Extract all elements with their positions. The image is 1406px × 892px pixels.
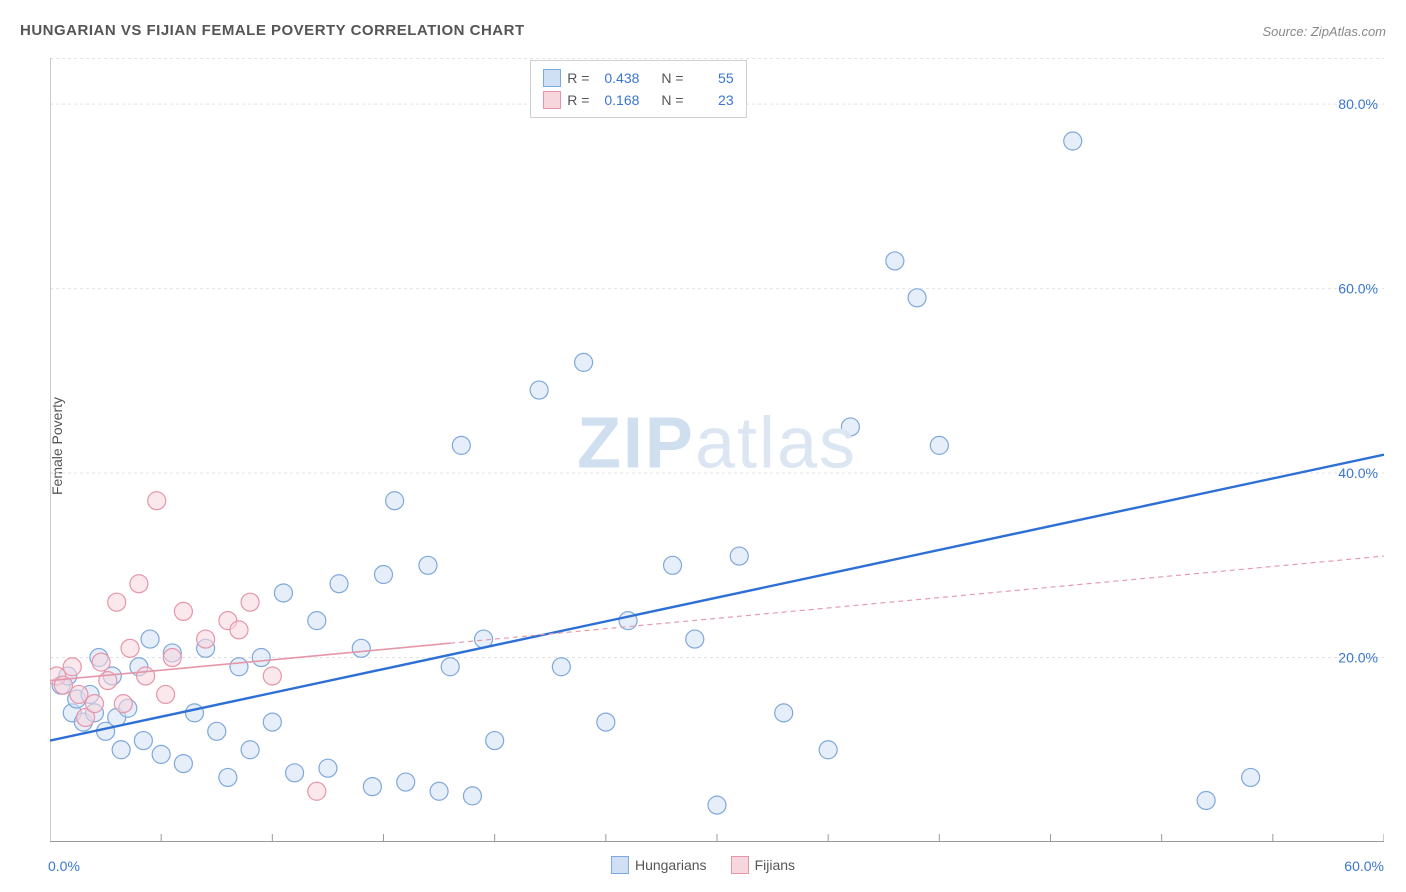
r-value-hungarians: 0.438: [595, 67, 639, 89]
n-value-fijians: 23: [690, 89, 734, 111]
correlation-legend: R = 0.438 N = 55 R = 0.168 N = 23: [530, 60, 746, 118]
series-name-fijians: Fijians: [755, 857, 795, 873]
x-axis-max-label: 60.0%: [1344, 858, 1384, 874]
x-axis-min-label: 0.0%: [48, 858, 80, 874]
swatch-hungarians: [611, 856, 629, 874]
series-name-hungarians: Hungarians: [635, 857, 707, 873]
swatch-hungarians: [543, 69, 561, 87]
n-value-hungarians: 55: [690, 67, 734, 89]
legend-row-hungarians: R = 0.438 N = 55: [543, 67, 733, 89]
source-attribution: Source: ZipAtlas.com: [1262, 24, 1386, 39]
legend-item-hungarians: Hungarians: [611, 856, 707, 874]
svg-text:60.0%: 60.0%: [1338, 281, 1378, 297]
series-legend: Hungarians Fijians: [611, 856, 795, 874]
n-label: N =: [661, 89, 683, 111]
svg-text:20.0%: 20.0%: [1338, 650, 1378, 666]
legend-item-fijians: Fijians: [731, 856, 795, 874]
n-label: N =: [661, 67, 683, 89]
svg-text:80.0%: 80.0%: [1338, 96, 1378, 112]
swatch-fijians: [543, 91, 561, 109]
scatter-chart: 20.0% 40.0% 60.0% 80.0%: [50, 58, 1384, 842]
legend-row-fijians: R = 0.168 N = 23: [543, 89, 733, 111]
svg-text:40.0%: 40.0%: [1338, 465, 1378, 481]
chart-title: HUNGARIAN VS FIJIAN FEMALE POVERTY CORRE…: [20, 22, 525, 39]
r-value-fijians: 0.168: [595, 89, 639, 111]
r-label: R =: [567, 89, 589, 111]
swatch-fijians: [731, 856, 749, 874]
plot-area: ZIPatlas 20.0%40.0%60.0%80.0% R = 0.438 …: [50, 58, 1384, 842]
r-label: R =: [567, 67, 589, 89]
